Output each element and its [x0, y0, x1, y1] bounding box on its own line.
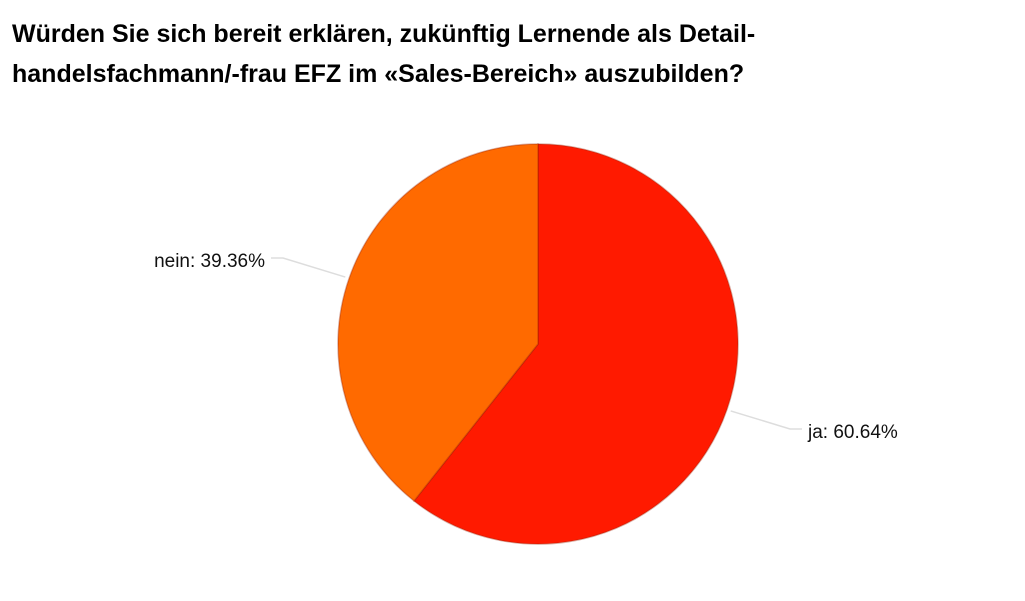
chart-title: Würden Sie sich bereit erklären, zukünft… — [12, 20, 755, 48]
chart-title: handelsfachmann/-frau EFZ im «Sales-Bere… — [12, 60, 744, 88]
data-label: nein: 39.36% — [154, 251, 265, 272]
pie-slice — [412, 143, 739, 545]
leader-line — [271, 257, 346, 278]
pie-slice — [337, 143, 539, 503]
leader-line — [730, 410, 802, 430]
data-label: ja: 60.64% — [807, 422, 898, 443]
